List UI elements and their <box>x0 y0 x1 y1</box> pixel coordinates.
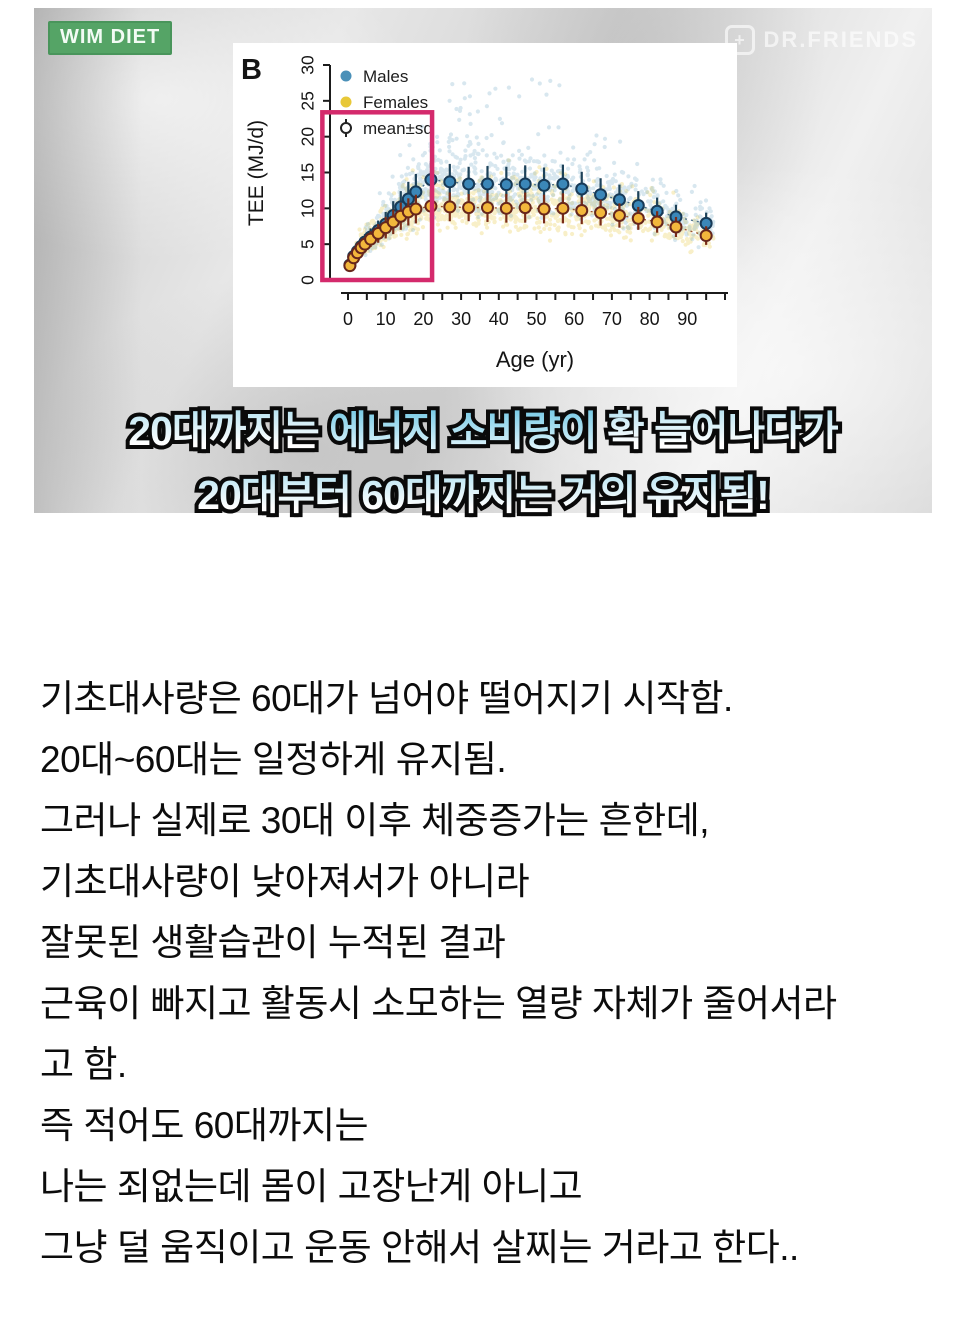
svg-text:25: 25 <box>298 91 318 110</box>
caption-segment: 에너지 소비량이에너지 소비량이 <box>325 404 601 459</box>
commentary-text: 기초대사량은 60대가 넘어야 떨어지기 시작함. 20대~60대는 일정하게 유… <box>40 668 940 1278</box>
body-text-line: 고 함. <box>40 1044 127 1085</box>
svg-text:0: 0 <box>298 275 318 285</box>
svg-text:15: 15 <box>298 163 318 182</box>
tee-age-chart: 0 5 10 15 20 25 30 0 10 20 30 40 50 60 70 80 90 TEE (MJ/d… <box>241 54 728 372</box>
svg-text:10: 10 <box>298 198 318 218</box>
svg-text:B: B <box>241 54 262 86</box>
body-text-line: 잘못된 생활습관이 누적된 결과 <box>40 922 506 963</box>
axis-labels: 0 5 10 15 20 25 30 0 10 20 30 40 50 60 70 80 90 TEE (MJ/d… <box>241 54 697 372</box>
legend: Males Females mean±sd <box>340 67 433 138</box>
wim-diet-badge: WIM DIET <box>48 21 173 55</box>
svg-text:70: 70 <box>602 309 622 329</box>
svg-text:50: 50 <box>526 309 546 329</box>
svg-text:Females: Females <box>363 93 428 112</box>
svg-text:5: 5 <box>298 239 318 249</box>
dr-friends-watermark: + DR.FRIENDS <box>724 25 918 55</box>
body-text-line: 즉 적어도 60대까지는 <box>40 1105 369 1146</box>
svg-text:20: 20 <box>298 127 318 147</box>
plus-icon: + <box>724 25 755 55</box>
svg-text:80: 80 <box>640 309 660 329</box>
mean-sd-females <box>343 191 713 273</box>
svg-text:0: 0 <box>343 309 353 329</box>
highlight-box <box>320 110 435 283</box>
caption-segment: 20대까지는 20대까지는 <box>124 404 329 459</box>
svg-text:Age (yr): Age (yr) <box>496 347 574 372</box>
caption-segment: 확 늘어나다가 확 늘어나다가 <box>597 404 843 459</box>
axes <box>323 63 728 300</box>
caption-line: 20대부터 60대까지는 거의 유지됨!20대부터 60대까지는 거의 유지됨! <box>34 468 932 532</box>
body-text-line: 나는 죄없는데 몸이 고장난게 아니고 <box>40 1166 583 1207</box>
svg-text:90: 90 <box>677 309 697 329</box>
video-frame: WIM DIET + DR.FRIENDS 0 5 10 15 20 25 30 0 10 20 3… <box>34 8 932 522</box>
svg-text:mean±sd: mean±sd <box>363 119 433 138</box>
svg-text:40: 40 <box>489 309 509 329</box>
svg-text:30: 30 <box>298 55 318 75</box>
video-caption: 20대까지는 20대까지는 에너지 소비량이에너지 소비량이 확 늘어나다가 확… <box>34 404 932 532</box>
svg-text:30: 30 <box>451 309 471 329</box>
caption-line: 20대까지는 20대까지는 에너지 소비량이에너지 소비량이 확 늘어나다가 확… <box>34 404 932 468</box>
svg-text:60: 60 <box>564 309 584 329</box>
watermark-label: DR.FRIENDS <box>763 27 918 52</box>
body-text-line: 근육이 빠지고 활동시 소모하는 열량 자체가 줄어서라 <box>40 983 837 1024</box>
caption-segment: 20대부터 60대까지는 거의 유지됨!20대부터 60대까지는 거의 유지됨! <box>193 468 774 523</box>
svg-text:Males: Males <box>363 67 408 86</box>
body-text-line: 그냥 덜 움직이고 운동 안해서 살찌는 거라고 한다.. <box>40 1227 799 1268</box>
svg-text:10: 10 <box>376 309 396 329</box>
svg-text:TEE (MJ/d): TEE (MJ/d) <box>245 120 268 226</box>
body-text-line: 20대~60대는 일정하게 유지됨. <box>40 739 507 780</box>
body-text-line: 기초대사량이 낮아져서가 아니라 <box>40 861 530 902</box>
body-text-line: 그러나 실제로 30대 이후 체중증가는 흔한데, <box>40 800 710 841</box>
body-text-line: 기초대사량은 60대가 넘어야 떨어지기 시작함. <box>40 678 733 719</box>
tee-age-chart-panel: 0 5 10 15 20 25 30 0 10 20 30 40 50 60 70 80 90 TEE (MJ/d… <box>233 43 737 387</box>
svg-text:20: 20 <box>413 309 433 329</box>
